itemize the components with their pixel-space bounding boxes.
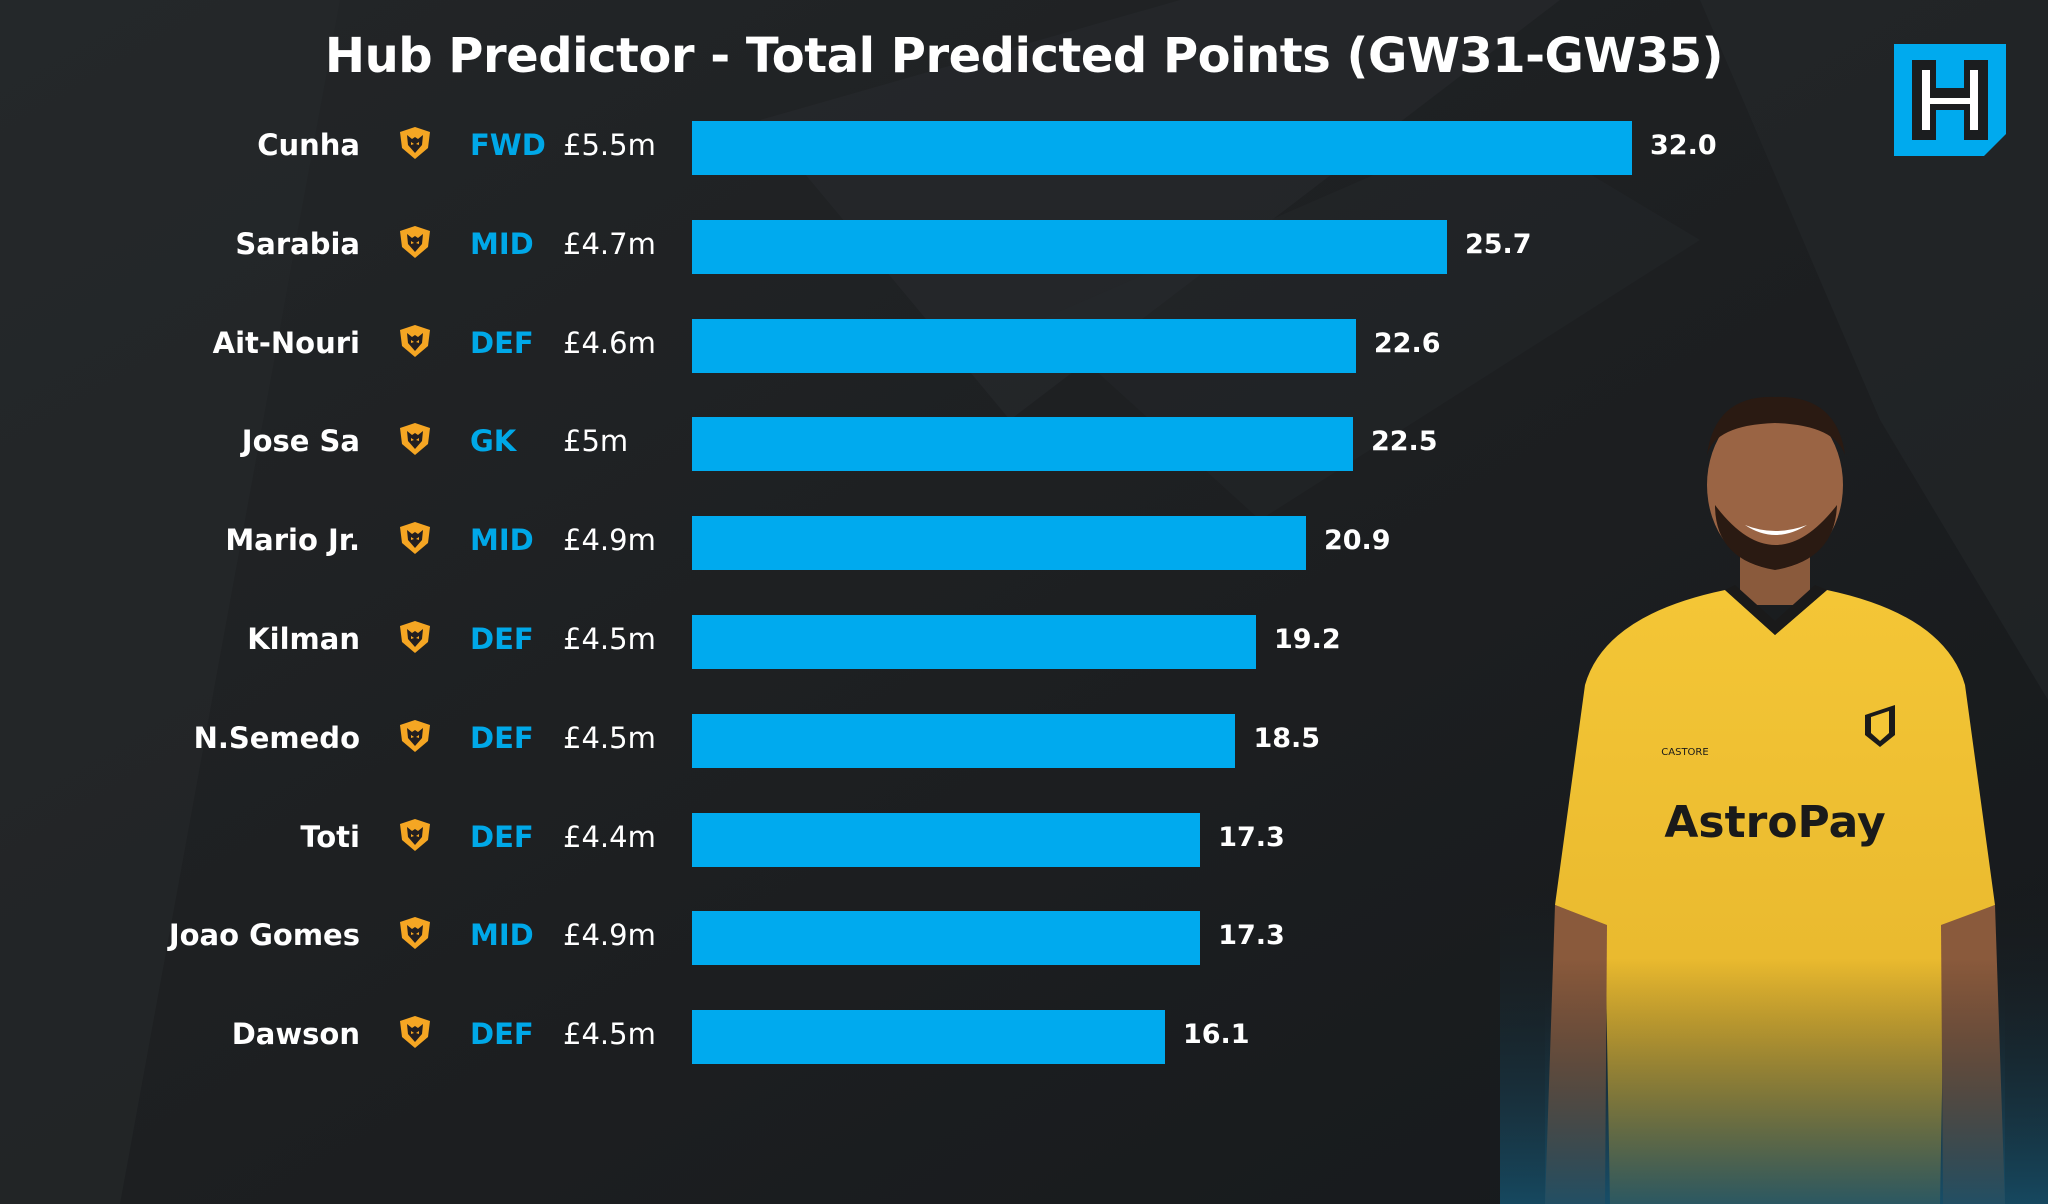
bar bbox=[692, 713, 1236, 768]
bar-row: Jose Sa GK £5m 22.5 bbox=[0, 404, 1780, 484]
player-name-label: Ait-Nouri bbox=[212, 325, 360, 360]
player-name-label: Toti bbox=[300, 819, 360, 854]
position-label: GK bbox=[470, 424, 517, 459]
bar-row: Toti DEF £4.4m 17.3 bbox=[0, 800, 1780, 880]
value-label: 16.1 bbox=[1182, 1019, 1250, 1051]
player-photo: AstroPay CASTORE bbox=[1545, 385, 2005, 1204]
player-name-label: Cunha bbox=[257, 128, 360, 162]
chart-title: Hub Predictor - Total Predicted Points (… bbox=[324, 28, 1724, 84]
price-label: £4.5m bbox=[563, 720, 656, 755]
player-name-label: N.Semedo bbox=[193, 720, 360, 755]
player-name-label: Kilman bbox=[247, 622, 360, 656]
hub-h-logo-icon bbox=[1894, 44, 2006, 156]
value-label: 18.5 bbox=[1253, 722, 1321, 754]
position-label: DEF bbox=[470, 1017, 534, 1052]
bar bbox=[692, 615, 1256, 669]
player-name-label: Dawson bbox=[231, 1017, 360, 1052]
value-label: 19.2 bbox=[1274, 624, 1341, 655]
value-label: 22.5 bbox=[1370, 426, 1438, 458]
value-label: 17.3 bbox=[1218, 920, 1285, 952]
value-label: 20.9 bbox=[1323, 525, 1391, 557]
position-label: MID bbox=[470, 918, 534, 953]
bar-row: Joao Gomes MID £4.9m 17.3 bbox=[0, 898, 1780, 978]
bar bbox=[692, 1010, 1165, 1065]
wolves-crest-icon bbox=[400, 225, 430, 258]
wolves-crest-icon bbox=[400, 621, 430, 653]
price-label: £4.7m bbox=[563, 226, 656, 261]
wolves-crest-icon bbox=[400, 423, 430, 456]
value-label: 25.7 bbox=[1464, 228, 1532, 260]
bar-row: Sarabia MID £4.7m 25.7 bbox=[0, 207, 1780, 287]
bar bbox=[692, 516, 1306, 571]
bar-row: N.Semedo DEF £4.5m 18.5 bbox=[0, 701, 1780, 781]
wolves-crest-icon bbox=[400, 127, 430, 159]
price-label: £4.5m bbox=[563, 1017, 656, 1052]
price-label: £4.9m bbox=[563, 523, 656, 558]
bar bbox=[692, 318, 1356, 373]
price-label: £4.4m bbox=[563, 819, 656, 854]
wolves-crest-icon bbox=[400, 818, 430, 851]
bar-row: Mario Jr. MID £4.9m 20.9 bbox=[0, 503, 1780, 583]
player-name-label: Jose Sa bbox=[241, 424, 360, 459]
position-label: FWD bbox=[470, 128, 546, 162]
price-label: £5.5m bbox=[563, 128, 656, 162]
wolves-crest-icon bbox=[400, 719, 430, 752]
position-label: DEF bbox=[470, 819, 534, 854]
bar-row: Kilman DEF £4.5m 19.2 bbox=[0, 602, 1780, 682]
value-label: 22.6 bbox=[1373, 327, 1441, 359]
position-label: MID bbox=[470, 226, 534, 261]
price-label: £4.6m bbox=[563, 325, 656, 360]
wolves-crest-icon bbox=[400, 917, 430, 950]
bar bbox=[692, 417, 1353, 472]
wolves-crest-icon bbox=[400, 324, 430, 357]
bar bbox=[692, 121, 1632, 175]
player-name-label: Joao Gomes bbox=[168, 918, 360, 953]
bar bbox=[692, 812, 1201, 867]
wolves-crest-icon bbox=[400, 522, 430, 555]
position-label: DEF bbox=[470, 325, 534, 360]
price-label: £5m bbox=[563, 424, 629, 459]
wolves-crest-icon bbox=[400, 1016, 430, 1049]
position-label: DEF bbox=[470, 622, 534, 656]
position-label: DEF bbox=[470, 720, 534, 755]
player-name-label: Mario Jr. bbox=[225, 523, 360, 558]
value-label: 17.3 bbox=[1218, 821, 1285, 853]
bar bbox=[692, 911, 1201, 966]
bar-row: Cunha FWD £5.5m 32.0 bbox=[0, 108, 1780, 188]
position-label: MID bbox=[470, 523, 534, 558]
value-label: 32.0 bbox=[1650, 130, 1717, 161]
bar bbox=[692, 219, 1447, 274]
price-label: £4.9m bbox=[563, 918, 656, 953]
bar-row: Ait-Nouri DEF £4.6m 22.6 bbox=[0, 306, 1780, 386]
bar-row: Dawson DEF £4.5m 16.1 bbox=[0, 997, 1780, 1077]
player-name-label: Sarabia bbox=[235, 226, 360, 261]
price-label: £4.5m bbox=[563, 622, 656, 656]
